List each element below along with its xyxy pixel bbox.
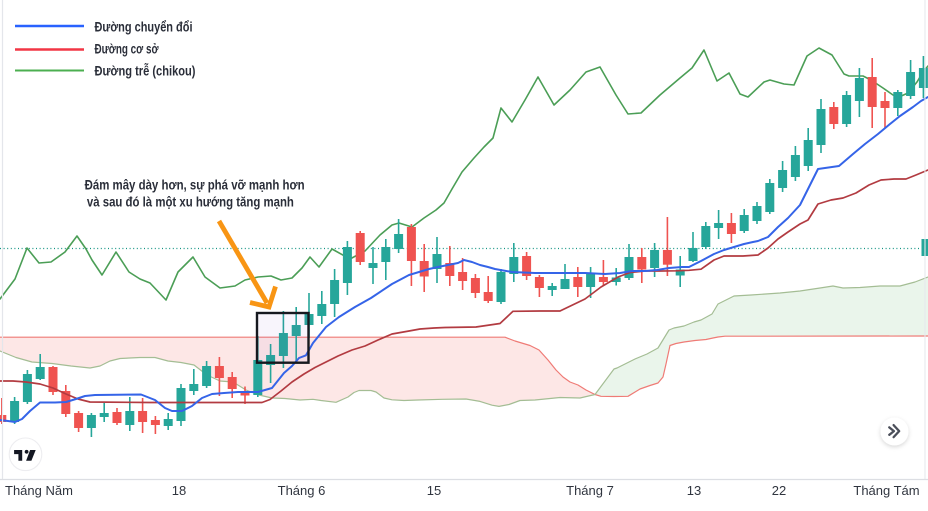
svg-text:Tháng 6: Tháng 6	[278, 483, 326, 498]
svg-text:Tháng Năm: Tháng Năm	[5, 483, 73, 498]
svg-text:Đường trễ (chikou): Đường trễ (chikou)	[95, 62, 196, 78]
svg-text:Đường chuyển đổi: Đường chuyển đổi	[95, 18, 193, 34]
svg-text:13: 13	[687, 483, 701, 498]
svg-text:Đám mây dày hơn, sự phá vỡ mạn: Đám mây dày hơn, sự phá vỡ mạnh hơn	[85, 177, 305, 193]
svg-text:và sau đó là một xu hướng tăng: và sau đó là một xu hướng tăng mạnh	[87, 193, 294, 209]
svg-text:Đường cơ sở: Đường cơ sở	[95, 41, 159, 57]
svg-text:22: 22	[772, 483, 786, 498]
svg-text:Tháng 7: Tháng 7	[566, 483, 614, 498]
svg-text:18: 18	[172, 483, 186, 498]
svg-text:Tháng Tám: Tháng Tám	[853, 483, 919, 498]
svg-text:15: 15	[427, 483, 441, 498]
